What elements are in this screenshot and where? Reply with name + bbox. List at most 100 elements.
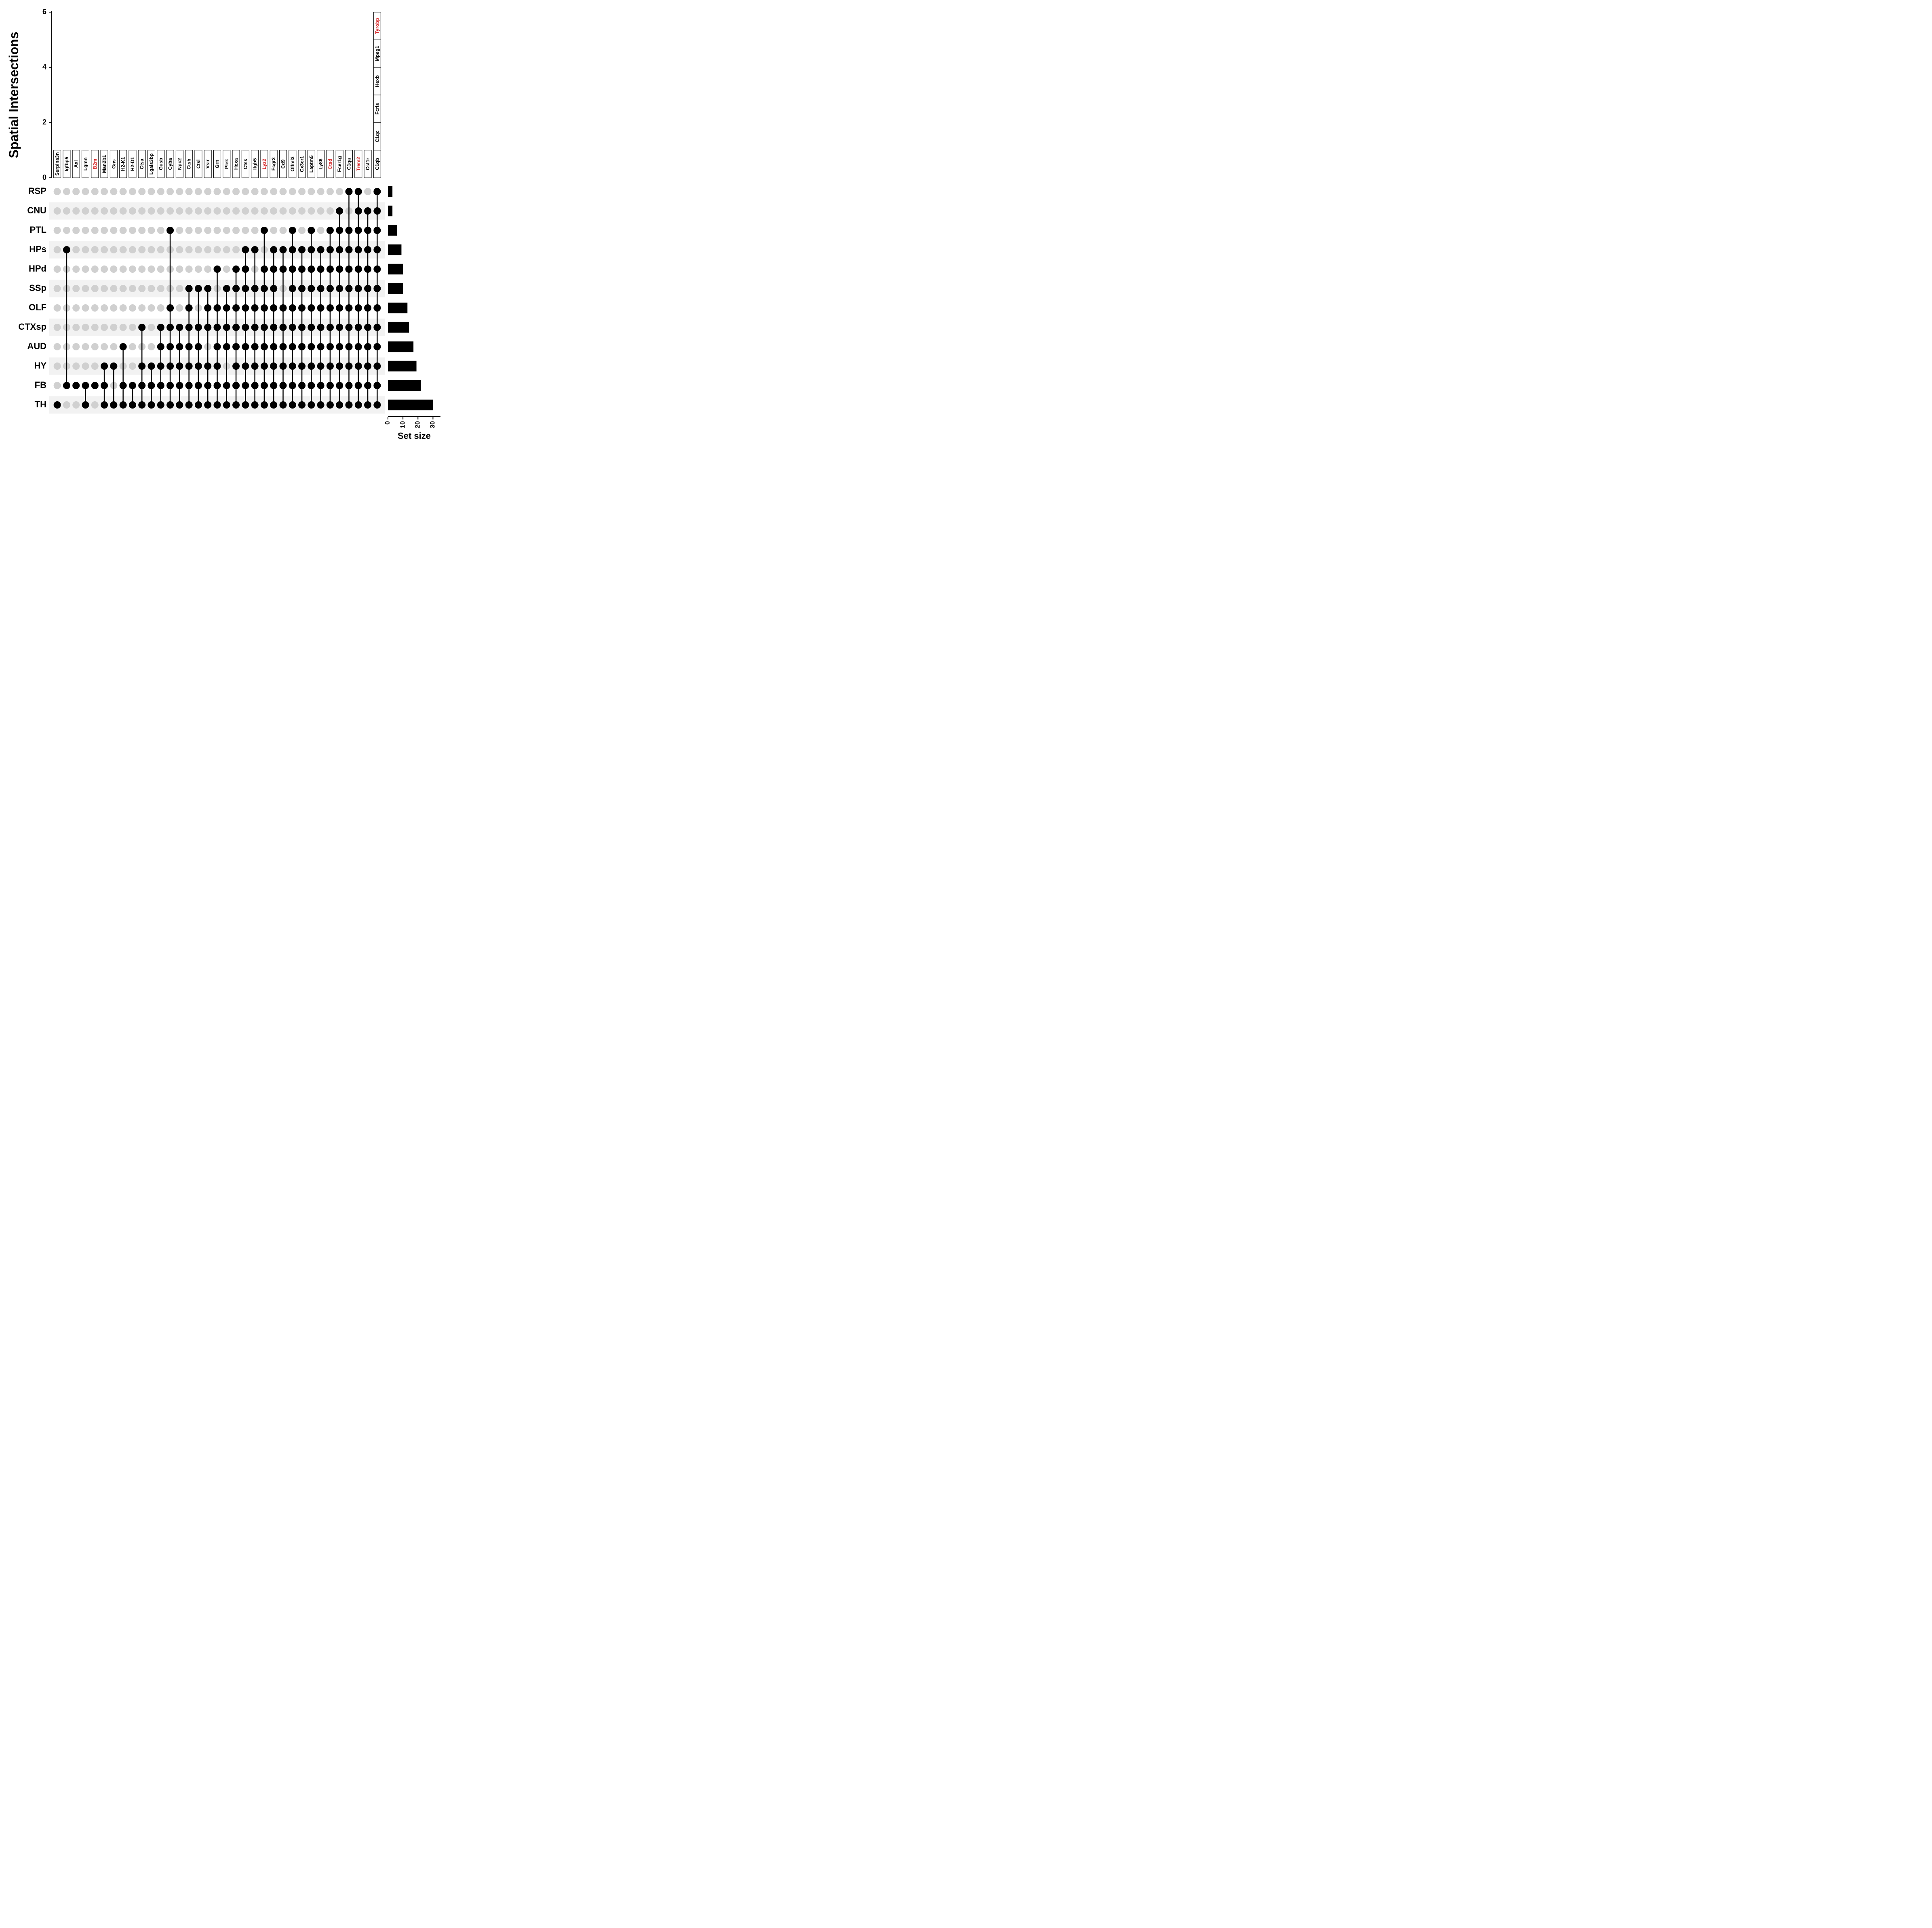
matrix-dot-inactive (157, 265, 164, 273)
matrix-dot-inactive (129, 343, 136, 350)
row-label: SSp (29, 283, 46, 293)
bar-segment-label: Igfbp5 (64, 157, 70, 171)
matrix-dot-active (270, 265, 277, 273)
matrix-dot-inactive (72, 227, 80, 234)
bar-segment-label: Trem2 (356, 157, 361, 171)
matrix-dot-inactive (148, 265, 155, 273)
matrix-dot-active (54, 401, 61, 409)
matrix-dot-active (157, 382, 164, 389)
matrix-dot-inactive (82, 304, 89, 312)
matrix-dot-inactive (232, 227, 240, 234)
matrix-dot-active (251, 285, 259, 292)
matrix-dot-active (346, 265, 353, 273)
matrix-dot-active (251, 362, 259, 370)
matrix-dot-inactive (54, 188, 61, 195)
matrix-dot-active (336, 304, 343, 312)
matrix-dot-inactive (176, 285, 183, 292)
matrix-dot-inactive (138, 265, 145, 273)
matrix-dot-active (204, 382, 211, 389)
matrix-dot-active (214, 265, 221, 273)
matrix-dot-active (223, 304, 230, 312)
matrix-dot-inactive (120, 227, 127, 234)
matrix-dot-active (72, 382, 80, 389)
set-size-bar (388, 400, 433, 410)
matrix-dot-inactive (195, 227, 202, 234)
matrix-dot-active (355, 285, 362, 292)
bar-segment-label: Man2b1 (101, 155, 107, 173)
matrix-dot-inactive (101, 265, 108, 273)
matrix-dot-inactive (242, 188, 249, 195)
matrix-dot-active (242, 362, 249, 370)
bar-segment-label: Vsir (205, 159, 211, 169)
matrix-dot-inactive (101, 227, 108, 234)
matrix-dot-active (298, 285, 305, 292)
matrix-dot-active (373, 343, 381, 350)
matrix-dot-active (242, 324, 249, 331)
matrix-dot-active (280, 362, 287, 370)
matrix-dot-inactive (204, 207, 211, 215)
matrix-dot-active (261, 343, 268, 350)
matrix-dot-active (232, 343, 240, 350)
matrix-dot-active (242, 382, 249, 389)
matrix-dot-active (129, 401, 136, 409)
matrix-dot-active (214, 382, 221, 389)
bar-segment-label: Plek (224, 159, 230, 169)
set-size-tick-label: 0 (384, 421, 391, 425)
matrix-dot-inactive (148, 285, 155, 292)
matrix-dot-inactive (129, 285, 136, 292)
bar-segment-label: Lyz2 (261, 158, 267, 169)
matrix-dot-inactive (298, 227, 305, 234)
matrix-dot-active (355, 382, 362, 389)
matrix-dot-active (289, 304, 296, 312)
matrix-dot-inactive (185, 207, 193, 215)
matrix-dot-active (261, 227, 268, 234)
matrix-dot-active (336, 246, 343, 253)
set-size-bar (388, 244, 401, 255)
matrix-dot-inactive (214, 188, 221, 195)
matrix-dot-active (251, 246, 259, 253)
bar-segment-label: Olfml3 (290, 156, 295, 172)
matrix-dot-inactive (214, 207, 221, 215)
matrix-dot-active (232, 285, 240, 292)
matrix-dot-active (346, 285, 353, 292)
matrix-dot-inactive (72, 207, 80, 215)
matrix-dot-inactive (82, 343, 89, 350)
matrix-dot-active (101, 401, 108, 409)
matrix-dot-active (308, 246, 315, 253)
matrix-dot-inactive (138, 285, 145, 292)
matrix-dot-active (270, 285, 277, 292)
matrix-dot-active (355, 265, 362, 273)
matrix-dot-inactive (91, 207, 99, 215)
bar-segment-label: Laptm5 (308, 155, 314, 173)
matrix-dot-active (185, 324, 193, 331)
matrix-dot-inactive (148, 324, 155, 331)
row-label: AUD (27, 341, 46, 351)
matrix-dot-inactive (129, 324, 136, 331)
matrix-dot-active (355, 324, 362, 331)
matrix-dot-inactive (157, 188, 164, 195)
bar-segment-label: Tyrobp (374, 18, 380, 34)
bar-segment-label: Ly86 (318, 158, 324, 169)
matrix-dot-active (195, 401, 202, 409)
matrix-dot-active (355, 304, 362, 312)
matrix-dot-active (232, 304, 240, 312)
matrix-dot-active (373, 382, 381, 389)
matrix-dot-inactive (223, 227, 230, 234)
set-size-bar (388, 322, 409, 333)
matrix-dot-inactive (129, 227, 136, 234)
matrix-dot-active (298, 246, 305, 253)
matrix-dot-inactive (232, 246, 240, 253)
matrix-dot-inactive (110, 304, 117, 312)
matrix-dot-inactive (110, 343, 117, 350)
upset-plot: 0246Spatial IntersectionsSerpina3nIgfbp5… (0, 0, 1932, 445)
matrix-dot-inactive (157, 304, 164, 312)
matrix-dot-active (364, 362, 371, 370)
matrix-dot-active (346, 246, 353, 253)
matrix-dot-inactive (327, 188, 334, 195)
matrix-dot-active (373, 188, 381, 195)
matrix-dot-inactive (101, 324, 108, 331)
matrix-dot-active (280, 246, 287, 253)
matrix-dot-inactive (223, 188, 230, 195)
matrix-dot-inactive (91, 265, 99, 273)
matrix-dot-active (327, 382, 334, 389)
